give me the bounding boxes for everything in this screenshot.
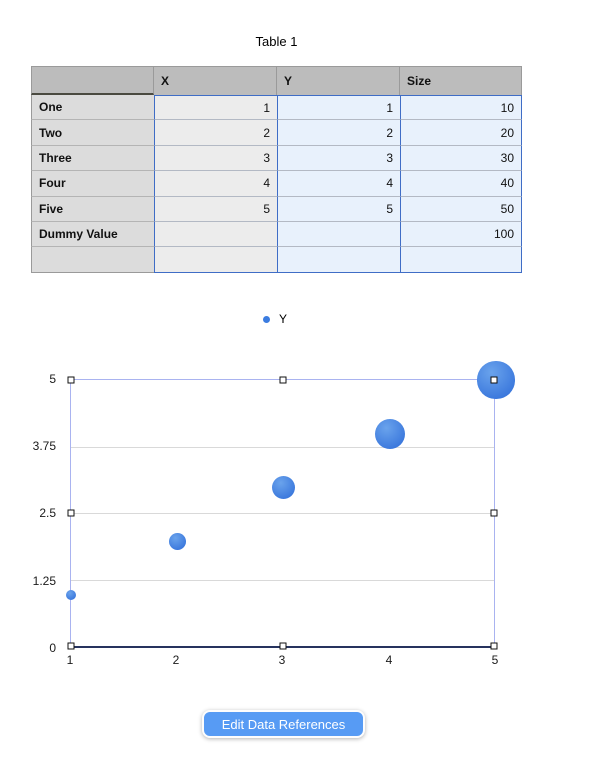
gridline [71, 579, 494, 581]
selection-handle-middle-right[interactable] [490, 509, 498, 517]
bubble-point-x3[interactable] [271, 475, 296, 500]
cell-size-one[interactable]: 10 [400, 95, 522, 121]
cell-y-five[interactable]: 5 [277, 196, 400, 222]
selection-handle-top-left[interactable] [67, 376, 75, 384]
x-axis-tick-4: 4 [385, 653, 393, 667]
row-header-four[interactable]: Four [31, 171, 154, 197]
cell-y-dummy[interactable] [277, 221, 400, 248]
cell-y-three[interactable]: 3 [277, 145, 400, 172]
x-axis-tick-5: 5 [491, 653, 499, 667]
selection-handle-bottom-left[interactable] [67, 642, 75, 650]
selection-handle-top-middle[interactable] [279, 376, 286, 384]
column-header-y[interactable]: Y [277, 66, 400, 95]
cell-x-dummy[interactable] [154, 221, 277, 248]
bubble-chart-plot-area[interactable] [65, 361, 515, 650]
cell-x-three[interactable]: 3 [154, 145, 277, 172]
data-table: X Y Size One 1 1 10 Two 2 2 20 Three 3 3… [31, 66, 523, 273]
x-axis-tick-2: 2 [172, 653, 180, 667]
y-axis-tick-3-75: 3.75 [32, 439, 56, 453]
y-axis-tick-5: 5 [49, 372, 56, 386]
selection-handle-bottom-middle[interactable] [279, 642, 286, 650]
column-header-x[interactable]: X [154, 66, 277, 95]
cell-x-two[interactable]: 2 [154, 120, 277, 146]
selection-handle-middle-left[interactable] [67, 509, 75, 517]
row-header-five[interactable]: Five [31, 196, 154, 222]
cell-y-four[interactable]: 4 [277, 171, 400, 197]
edit-data-references-button[interactable]: Edit Data References [202, 710, 365, 738]
row-header-three[interactable]: Three [31, 145, 154, 172]
table-title: Table 1 [255, 34, 298, 49]
y-axis-tick-0: 0 [49, 641, 56, 655]
row-header-dummy-value[interactable]: Dummy Value [31, 221, 154, 248]
x-axis-tick-3: 3 [278, 653, 286, 667]
cell-y-one[interactable]: 1 [277, 95, 400, 121]
gridline [71, 446, 494, 448]
chart-legend[interactable]: Y [263, 311, 287, 327]
y-axis-tick-1-25: 1.25 [32, 574, 56, 588]
cell-y-two[interactable]: 2 [277, 120, 400, 146]
cell-x-empty[interactable] [154, 247, 277, 273]
bubble-point-x2[interactable] [168, 532, 186, 550]
row-header-one[interactable]: One [31, 95, 154, 121]
cell-x-four[interactable]: 4 [154, 171, 277, 197]
legend-marker-icon [263, 315, 270, 323]
selection-handle-top-right[interactable] [490, 376, 498, 384]
x-axis-tick-1: 1 [66, 653, 74, 667]
column-header-size[interactable]: Size [400, 66, 522, 95]
row-header-two[interactable]: Two [31, 120, 154, 146]
selection-handle-bottom-right[interactable] [490, 642, 498, 650]
cell-size-empty[interactable] [400, 247, 522, 273]
cell-size-two[interactable]: 20 [400, 120, 522, 146]
cell-size-five[interactable]: 50 [400, 196, 522, 222]
bubble-point-x4[interactable] [374, 418, 405, 449]
table-corner-cell[interactable] [31, 66, 154, 95]
cell-x-five[interactable]: 5 [154, 196, 277, 222]
gridline [71, 513, 494, 514]
cell-y-empty[interactable] [277, 247, 400, 273]
cell-size-three[interactable]: 30 [400, 145, 522, 172]
cell-x-one[interactable]: 1 [154, 95, 277, 121]
legend-label: Y [279, 312, 288, 326]
y-axis-tick-2-5: 2.5 [39, 506, 56, 520]
cell-size-four[interactable]: 40 [400, 171, 522, 197]
cell-size-dummy[interactable]: 100 [400, 221, 522, 248]
bubble-point-x1[interactable] [65, 590, 77, 601]
row-header-empty[interactable] [31, 247, 154, 273]
